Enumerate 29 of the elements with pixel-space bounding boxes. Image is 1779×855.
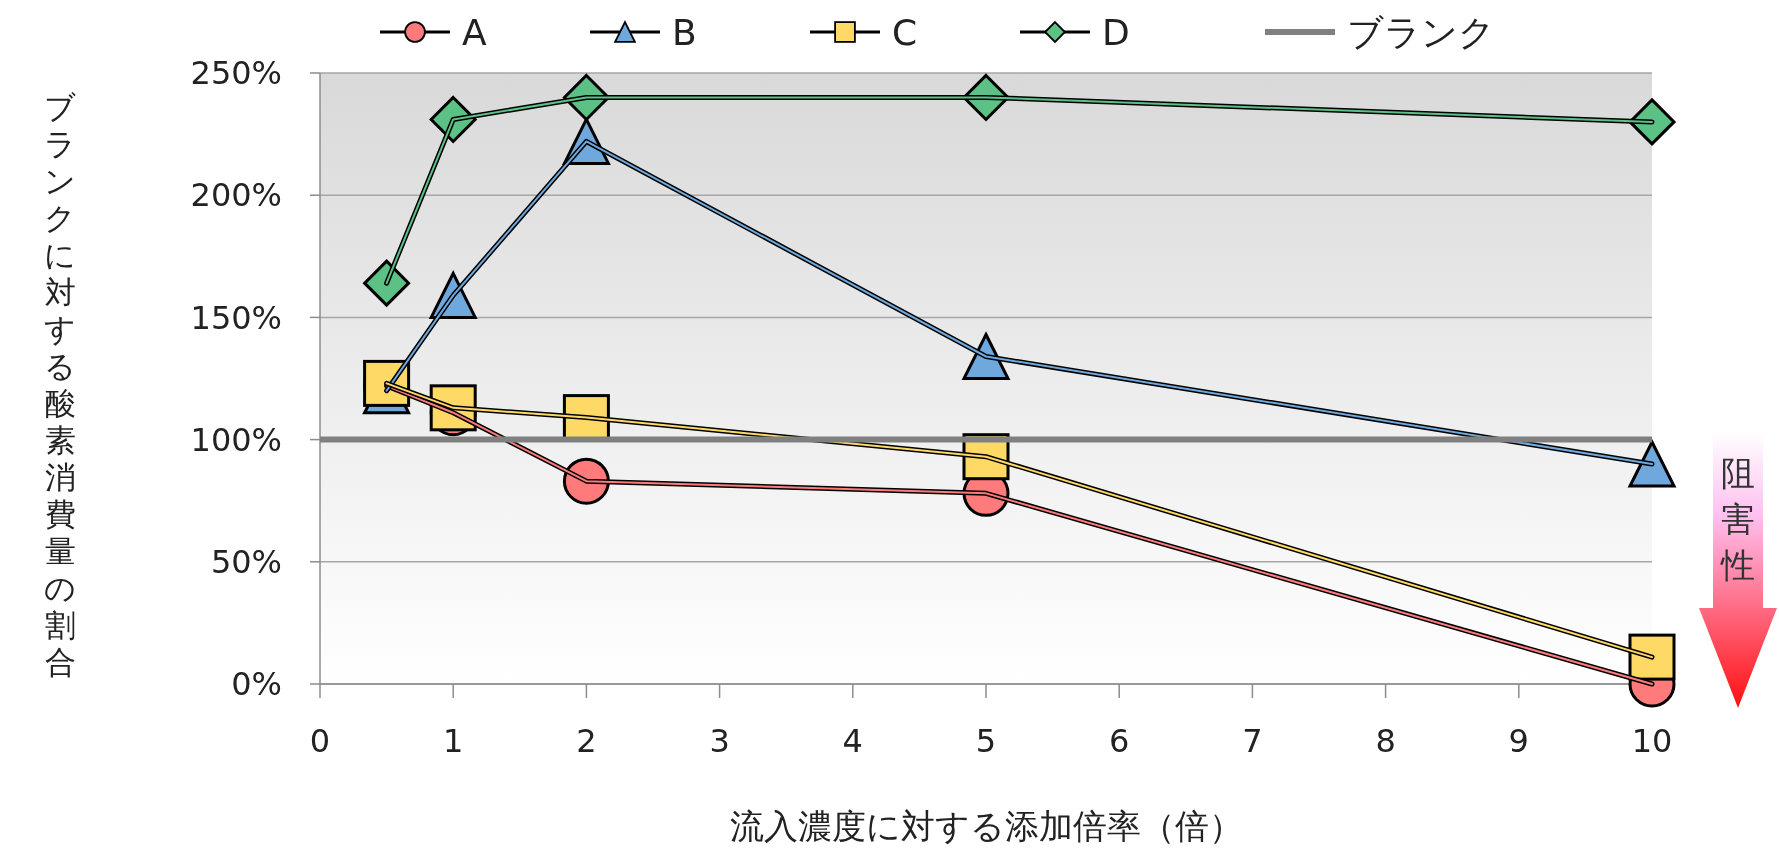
point [1628,440,1676,488]
y-tick-label: 100% [190,420,282,459]
x-tick-label: 8 [1375,722,1396,760]
x-axis-title: 流入濃度に対する添加倍率（倍） [729,806,1243,846]
y-tick-label: 250% [190,54,282,93]
legend-label: A [462,11,487,53]
y-tick-label: 0% [231,665,282,704]
x-tick-label: 0 [309,722,331,760]
x-tick-label: 5 [975,722,997,760]
point [962,333,1010,380]
legend-label: B [672,11,697,53]
x-tick-label: 3 [709,722,730,760]
x-tick-label: 9 [1508,722,1529,760]
y-tick-label: 50% [210,543,282,581]
y-tick-label: 150% [190,298,282,337]
legend-label: ブランク [1347,11,1495,53]
legend-label: D [1102,11,1130,53]
legend-label: C [892,11,918,53]
text: ブランクに対する酸素消費量の割合 [44,89,76,680]
x-tick-label: 2 [576,722,597,760]
x-tick-label: 7 [1242,722,1263,760]
point [1628,633,1676,681]
x-tick-label: 6 [1109,722,1130,760]
x-tick-label: 10 [1631,722,1673,760]
x-tick-label: 1 [443,722,464,760]
y-tick-label: 200% [190,176,282,215]
text: 阻害性 [1720,453,1755,585]
point [363,259,411,307]
x-tick-label: 4 [842,722,863,760]
